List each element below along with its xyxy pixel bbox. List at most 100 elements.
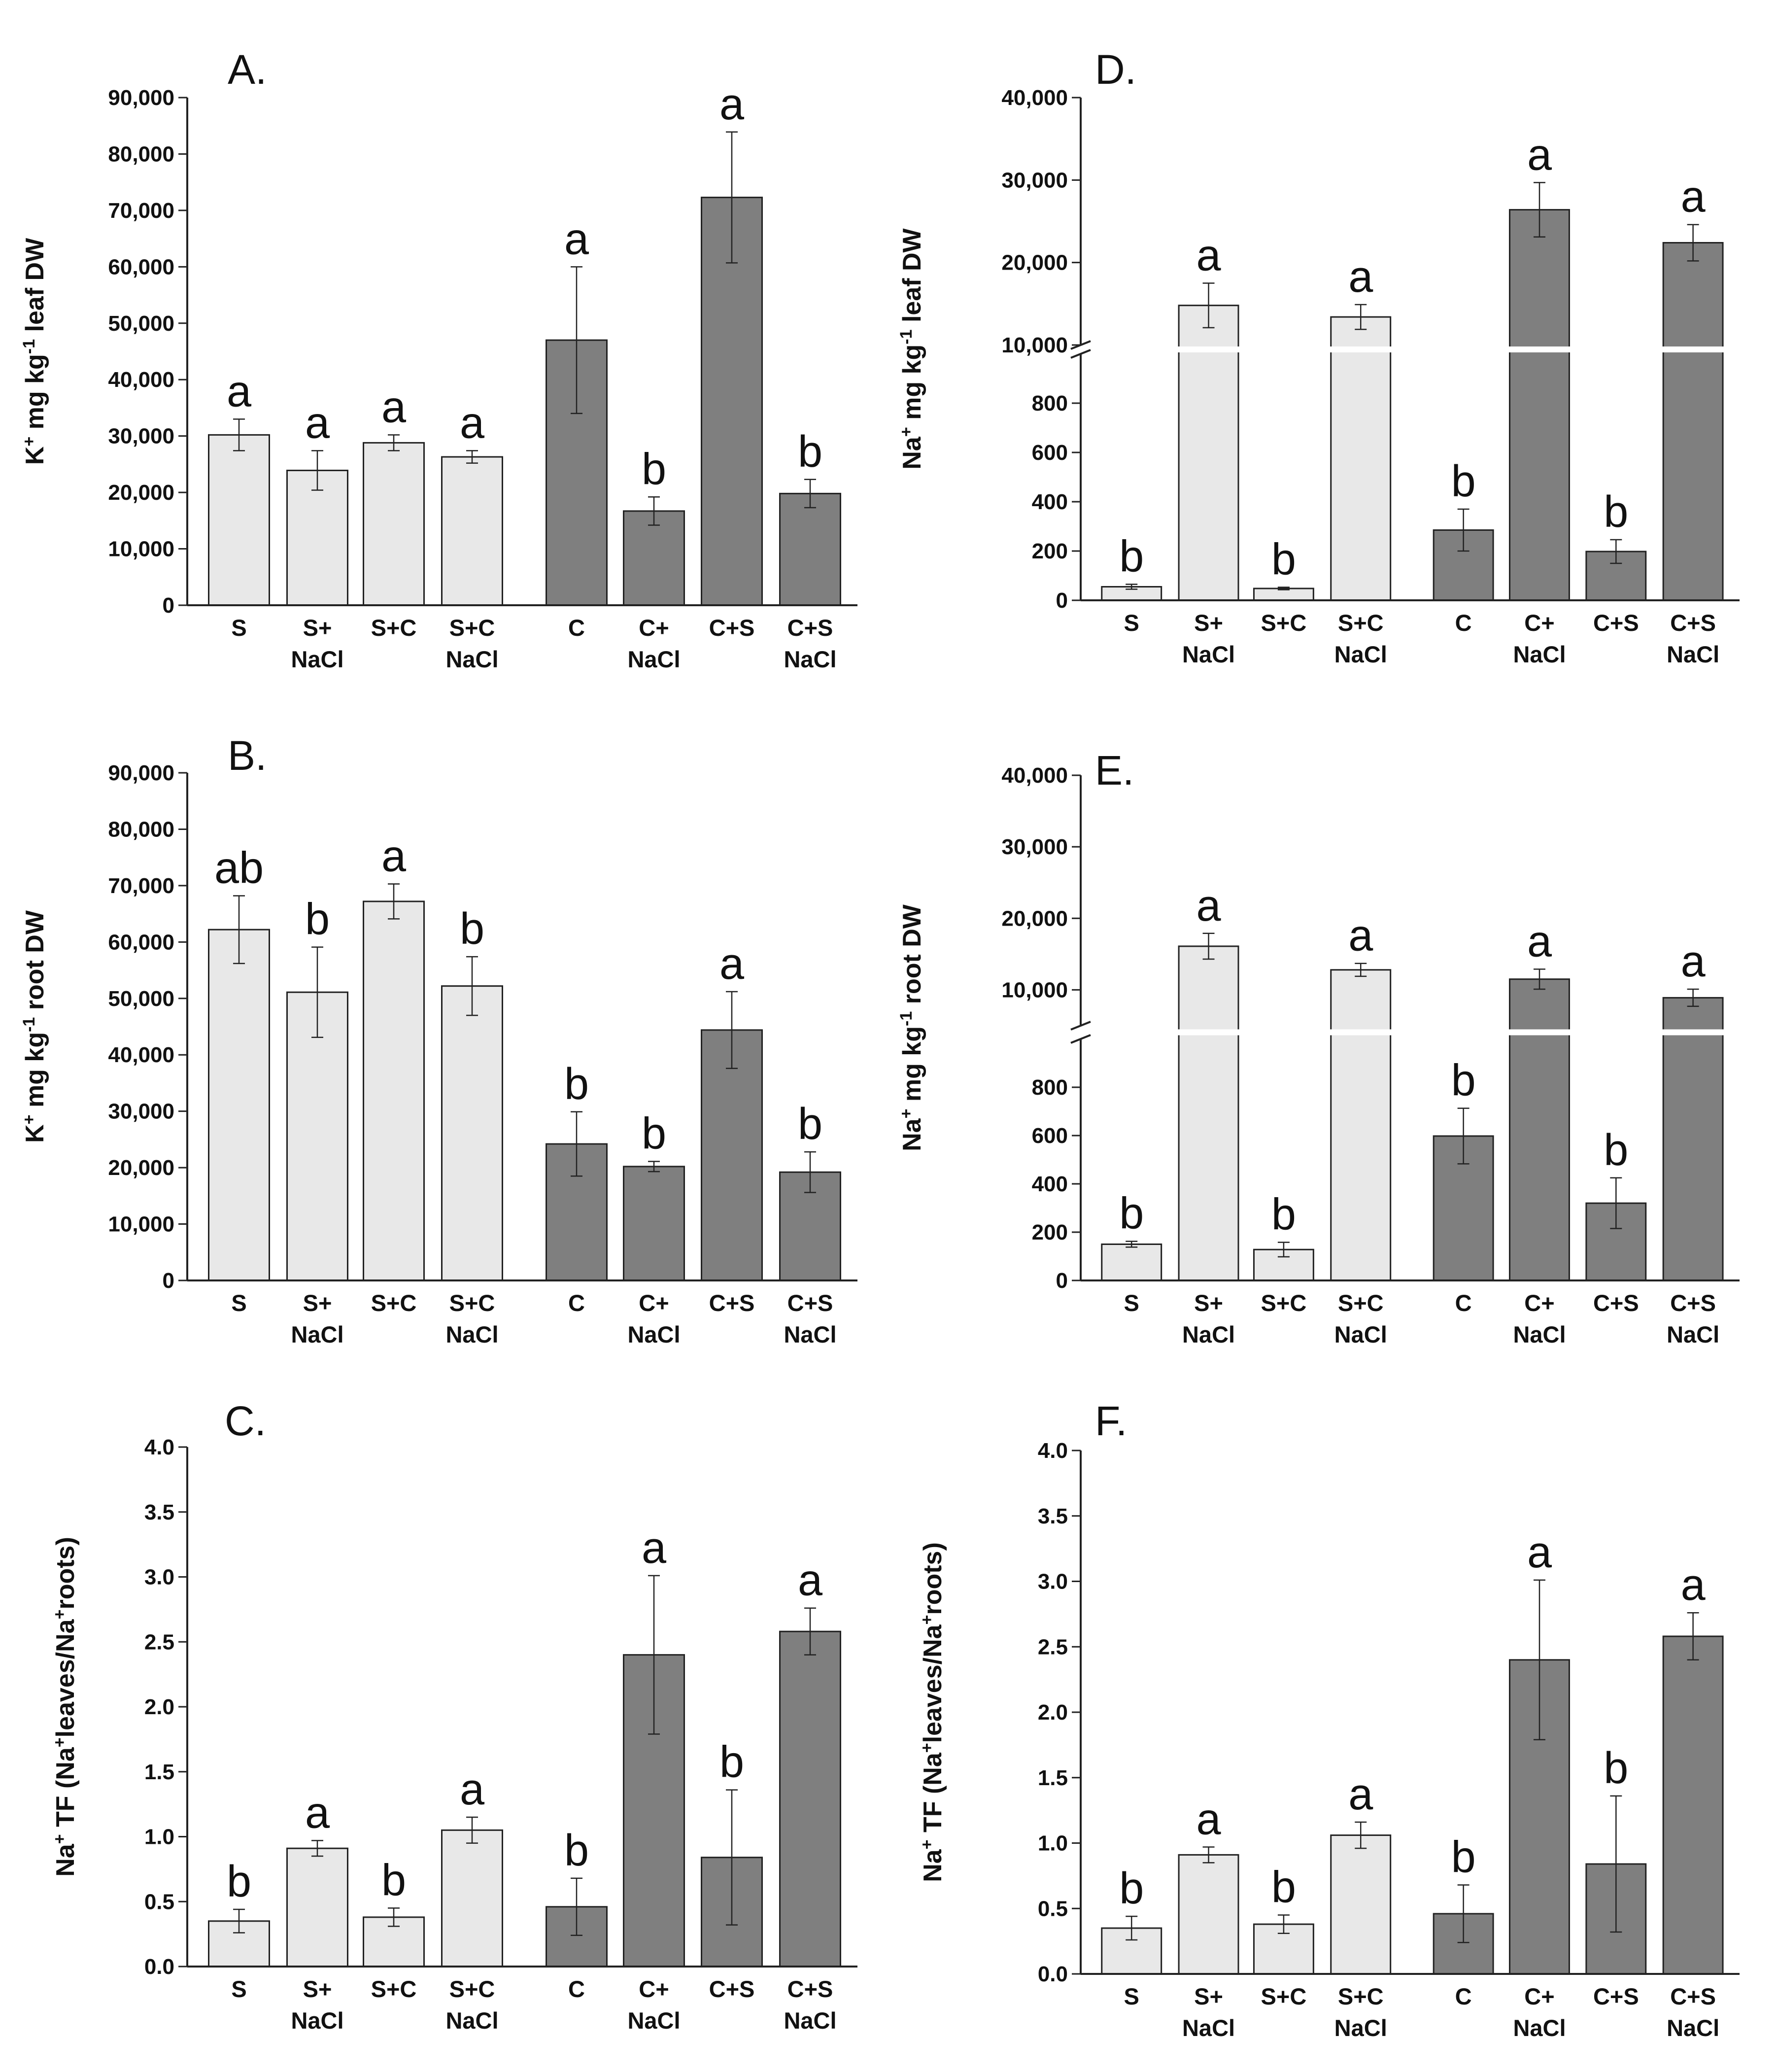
panel-label: A. — [228, 46, 267, 93]
y-tick-label: 90,000 — [108, 86, 174, 110]
y-tick-label: 60,000 — [108, 930, 174, 954]
x-tick-label: S+ — [303, 1976, 332, 2002]
y-axis-label-text: mg kg — [21, 354, 49, 437]
y-tick-label: 40,000 — [1001, 763, 1068, 788]
y-tick-label: 3.5 — [1038, 1504, 1068, 1528]
y-tick-label: 600 — [1032, 441, 1068, 465]
x-tick-label: NaCl — [627, 646, 680, 672]
significance-letter: a — [1681, 173, 1706, 222]
bar — [1509, 978, 1570, 1281]
significance-letter: a — [798, 1556, 823, 1605]
y-tick-label: 3.0 — [1038, 1570, 1068, 1594]
significance-letter: a — [305, 398, 330, 448]
x-tick-label: NaCl — [1513, 2015, 1566, 2041]
x-tick-label: S+ — [1194, 1290, 1223, 1316]
y-tick-label: 70,000 — [108, 199, 174, 223]
axis-break-gap — [1507, 346, 1572, 352]
panel-c: b Sa S+ NaCl b S+C a S+C NaCl b Ca C+ NaCl b C+S a C+S Na… — [50, 1398, 857, 2034]
significance-letter: a — [719, 939, 745, 989]
bar — [286, 1847, 348, 1968]
x-tick-label: NaCl — [784, 1321, 836, 1347]
x-tick-label: NaCl — [291, 646, 343, 672]
x-tick-label: C+ — [1524, 610, 1554, 636]
y-axis-label: Na+ mg kg-1 root DW — [897, 904, 926, 1151]
x-tick-label: S+C — [1261, 1983, 1307, 2009]
y-axis-label-text: Na — [919, 1849, 947, 1882]
x-tick-label: S+C — [1338, 610, 1384, 636]
significance-letter: a — [1348, 1770, 1373, 1819]
y-axis-label-text: leaves/Na — [919, 1624, 947, 1743]
x-tick-label: NaCl — [1513, 641, 1566, 667]
bar — [779, 1630, 841, 1968]
y-axis-label-superscript: + — [918, 1615, 936, 1625]
x-tick-label: NaCl — [784, 646, 836, 672]
y-axis-label-text: leaf DW — [898, 228, 926, 329]
y-axis-label-text: leaves/Na — [51, 1619, 80, 1737]
y-axis-label-superscript: + — [918, 1743, 936, 1753]
significance-letter: b — [305, 895, 330, 944]
significance-letter: b — [564, 1060, 589, 1109]
y-axis-label-superscript: + — [897, 427, 916, 437]
bar — [441, 1829, 503, 1968]
y-tick-label: 10,000 — [1001, 978, 1068, 1002]
significance-letter: b — [227, 1857, 251, 1906]
significance-letter: b — [1451, 457, 1476, 506]
y-tick-label: 200 — [1032, 539, 1068, 563]
significance-letter: a — [1681, 937, 1706, 986]
y-axis-label-text: root DW — [21, 910, 49, 1017]
x-tick-label: C+S — [787, 615, 833, 641]
y-tick-label: 3.5 — [144, 1500, 174, 1524]
significance-letter: b — [1604, 1744, 1628, 1793]
significance-letter: a — [642, 1523, 667, 1573]
y-tick-label: 800 — [1032, 391, 1068, 415]
x-tick-label: S+ — [1194, 1983, 1223, 2009]
bar — [1330, 1834, 1392, 1975]
significance-letter: a — [1527, 1528, 1552, 1577]
y-axis-label-superscript: + — [50, 1737, 69, 1747]
y-tick-label: 80,000 — [108, 142, 174, 166]
y-axis-label-superscript: + — [897, 1109, 916, 1119]
y-axis-label: K+ mg kg-1 leaf DW — [20, 238, 49, 465]
y-tick-label: 20,000 — [108, 1156, 174, 1180]
y-tick-label: 30,000 — [1001, 168, 1068, 192]
y-tick-label: 10,000 — [108, 1212, 174, 1237]
y-axis-label: Na+ TF (Na+leaves/Na+roots) — [918, 1542, 947, 1882]
significance-letter: a — [381, 382, 407, 432]
significance-letter: b — [564, 1826, 589, 1875]
y-axis-label-text: Na — [898, 1118, 926, 1151]
y-axis-label-text: root DW — [898, 904, 926, 1011]
axis-break-mark — [1070, 1034, 1091, 1044]
x-tick-label: S+C — [371, 1290, 417, 1316]
significance-letter: b — [798, 427, 822, 477]
significance-letter: a — [719, 80, 745, 129]
bar — [1509, 209, 1570, 601]
significance-letter: a — [305, 1788, 330, 1837]
x-tick-label: C+S — [709, 615, 755, 641]
y-tick-label: 40,000 — [1001, 86, 1068, 110]
bar — [1662, 997, 1724, 1281]
bar — [208, 434, 270, 606]
significance-letter: a — [1196, 231, 1222, 280]
panel-a: a Sa S+ NaCl a S+C a S+C NaCl a Cb C+ NaCl a C+S b C+S Na… — [20, 46, 857, 672]
panel-f: b Sa S+ NaCl b S+C a S+C NaCl b Ca C+ NaCl b C+S a C+S Na… — [918, 1398, 1740, 2041]
significance-letter: a — [460, 398, 485, 448]
axis-break-gap — [1329, 1029, 1393, 1036]
y-tick-label: 2.0 — [144, 1695, 174, 1719]
x-tick-label: S — [1124, 1290, 1139, 1316]
x-tick-label: C+S — [1593, 610, 1639, 636]
x-tick-label: S — [1124, 1983, 1139, 2009]
axis-break-mark — [1070, 1021, 1091, 1031]
y-tick-label: 10,000 — [108, 537, 174, 561]
y-axis-label-text: mg kg — [898, 345, 926, 427]
y-tick-label: 200 — [1032, 1220, 1068, 1244]
x-tick-label: NaCl — [291, 2007, 343, 2034]
y-axis-label-text: K — [21, 1124, 49, 1143]
significance-letter: b — [1604, 1126, 1628, 1175]
x-tick-label: C+S — [787, 1290, 833, 1316]
significance-letter: b — [1271, 535, 1296, 585]
x-tick-label: C+S — [709, 1290, 755, 1316]
y-axis-label-text: TF (Na — [919, 1752, 947, 1839]
bar — [1662, 1635, 1724, 1975]
bar — [623, 510, 685, 606]
